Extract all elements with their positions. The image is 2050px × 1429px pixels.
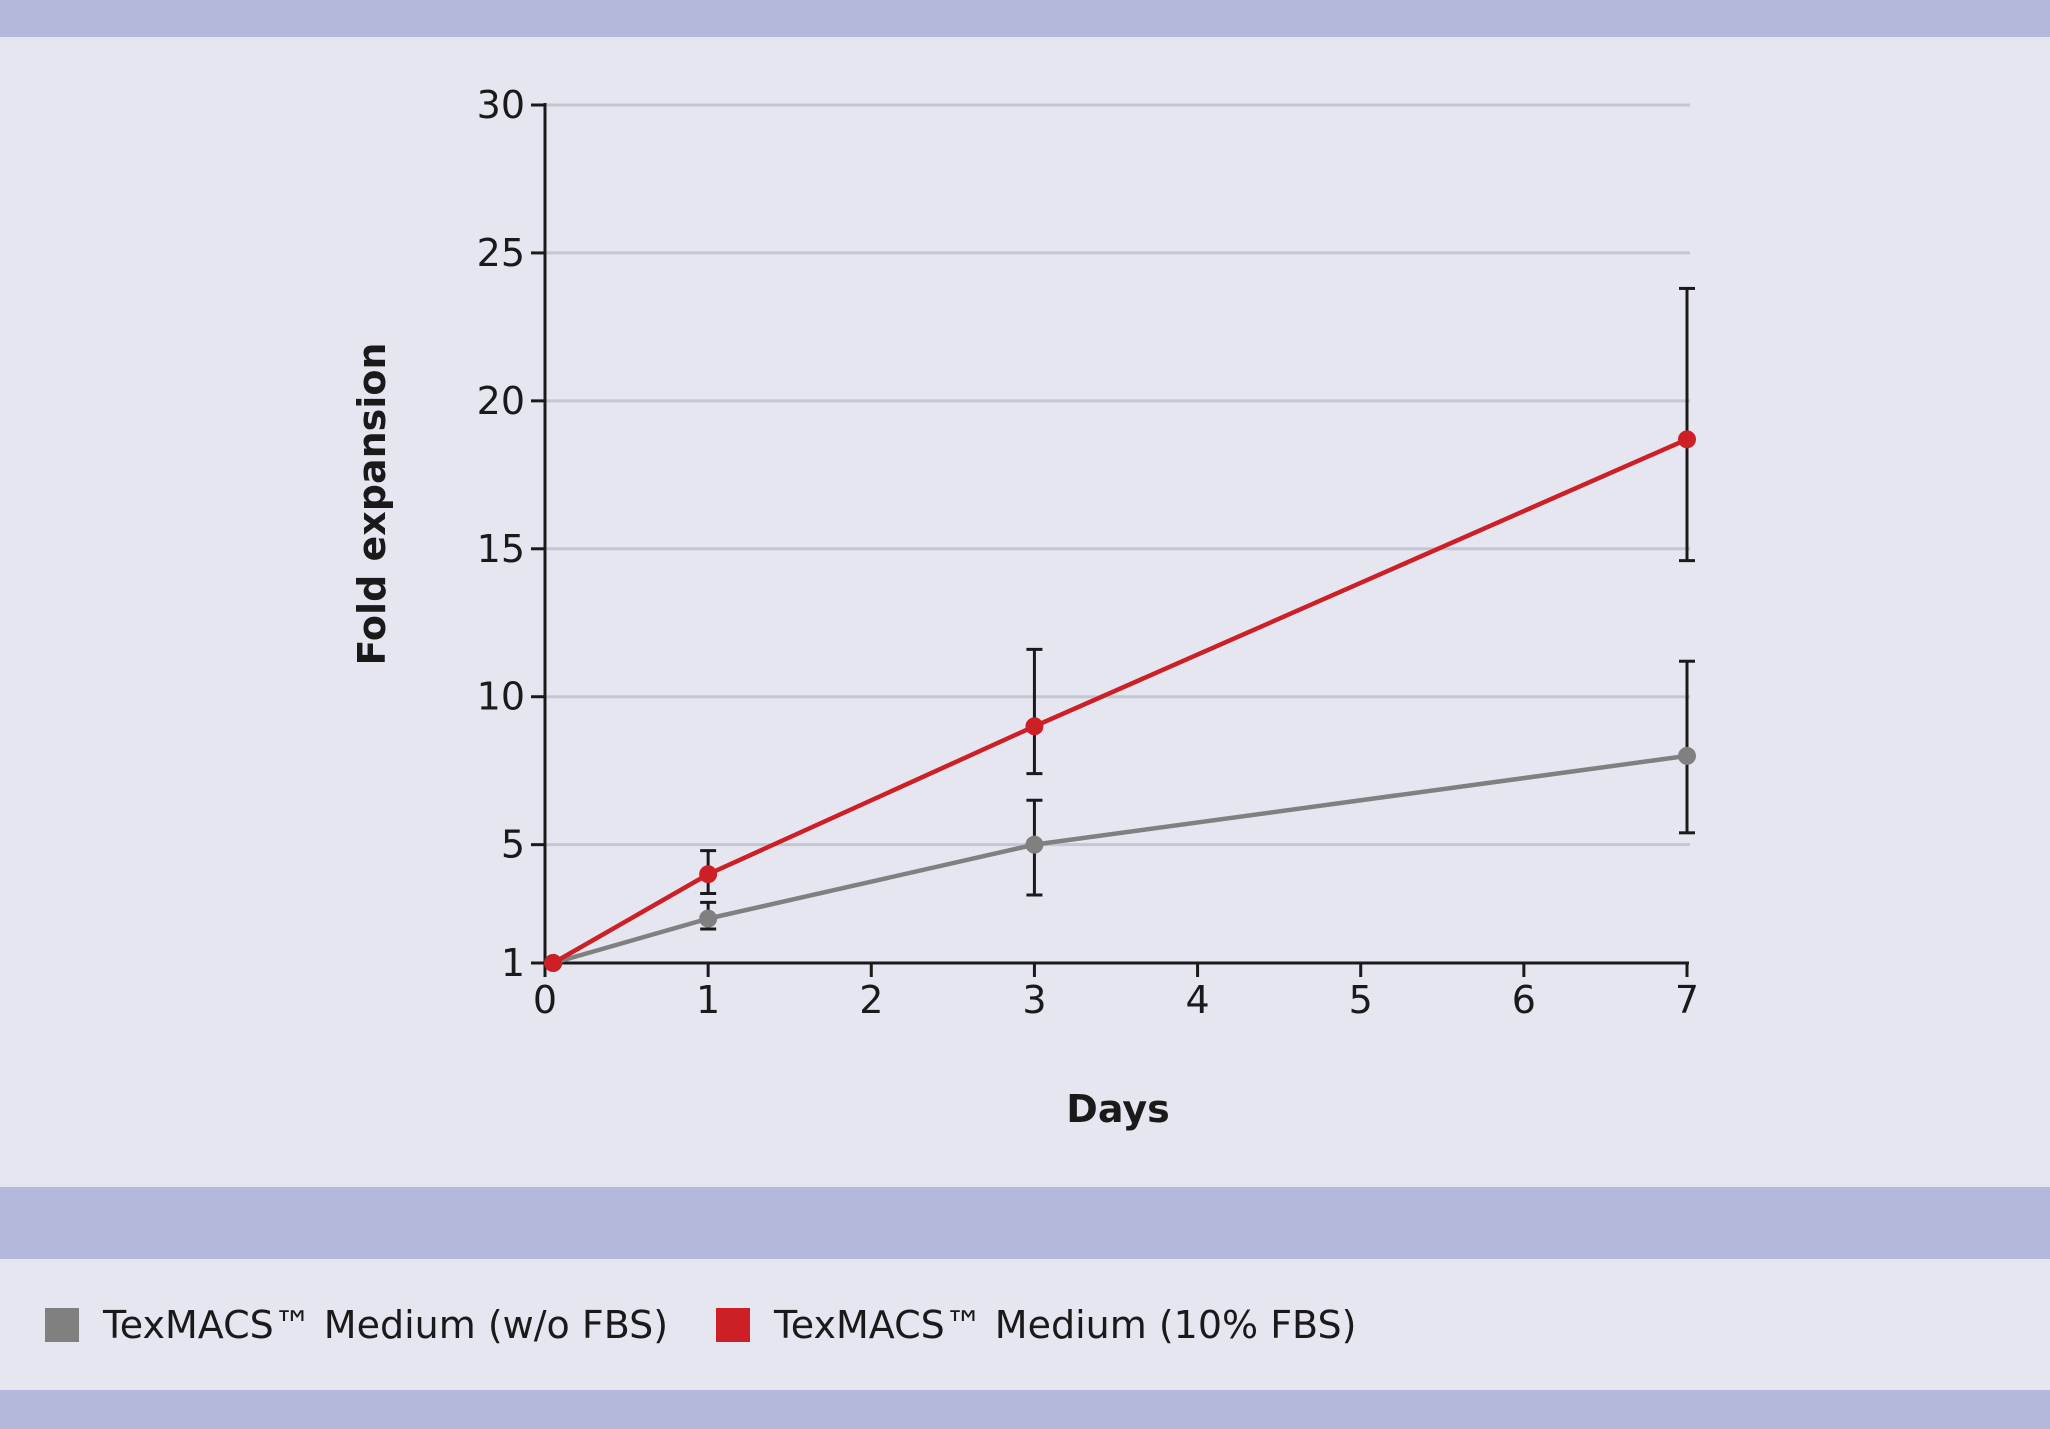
- legend-item-without-fbs: TexMACS™ Medium (w/o FBS): [45, 1259, 668, 1390]
- y-tick-label-25: 25: [477, 231, 525, 275]
- data-point-1-2: [1025, 717, 1044, 736]
- legend-item-with-fbs: TexMACS™ Medium (10% FBS): [716, 1259, 1356, 1390]
- series: [552, 437, 1688, 966]
- top-band: [0, 0, 2050, 37]
- y-tick-label-15: 15: [477, 527, 525, 571]
- y-tick-label-30: 30: [477, 83, 525, 127]
- y-tick-label-20: 20: [477, 379, 525, 423]
- bottom-band: [0, 1390, 2050, 1429]
- axes: [531, 103, 1689, 977]
- x-tick-label-4: 4: [1185, 978, 1209, 1022]
- data-point-0-1: [699, 909, 718, 928]
- data-point-1-0: [544, 954, 563, 972]
- data-point-0-3: [1678, 746, 1696, 765]
- legend: TexMACS™ Medium (w/o FBS) TexMACS™ Mediu…: [0, 1259, 2050, 1390]
- x-tick-label-0: 0: [533, 978, 557, 1022]
- y-tick-label-5: 5: [501, 823, 525, 867]
- data-point-1-3: [1678, 430, 1696, 449]
- data-points: [544, 430, 1696, 972]
- legend-swatch-gray: [45, 1307, 79, 1342]
- y-tick-label-1: 1: [501, 941, 525, 985]
- grid-lines: [545, 103, 1690, 847]
- y-axis-title: Fold expansion: [350, 343, 394, 666]
- x-tick-label-6: 6: [1512, 978, 1536, 1022]
- x-tick-label-5: 5: [1349, 978, 1373, 1022]
- data-point-1-1: [699, 865, 718, 884]
- legend-label: TexMACS™ Medium (w/o FBS): [103, 1302, 669, 1347]
- series-line-1: [552, 437, 1688, 965]
- data-point-0-2: [1025, 835, 1044, 854]
- x-tick-label-1: 1: [696, 978, 720, 1022]
- legend-label: TexMACS™ Medium (10% FBS): [774, 1302, 1357, 1347]
- x-axis-title: Days: [1066, 1087, 1169, 1131]
- error-bars: [700, 286, 1695, 931]
- x-tick-label-3: 3: [1022, 978, 1046, 1022]
- x-tick-label-2: 2: [859, 978, 883, 1022]
- series-line-0: [552, 753, 1688, 966]
- chart-panel: 1 5 10 15 20 25 30 0 1 2 3 4 5 6 7 Days Fold expansion: [0, 37, 2050, 1187]
- x-tick-label-7: 7: [1675, 978, 1699, 1022]
- y-tick-label-10: 10: [477, 675, 525, 719]
- middle-band: [0, 1187, 2050, 1259]
- legend-swatch-red: [716, 1307, 750, 1342]
